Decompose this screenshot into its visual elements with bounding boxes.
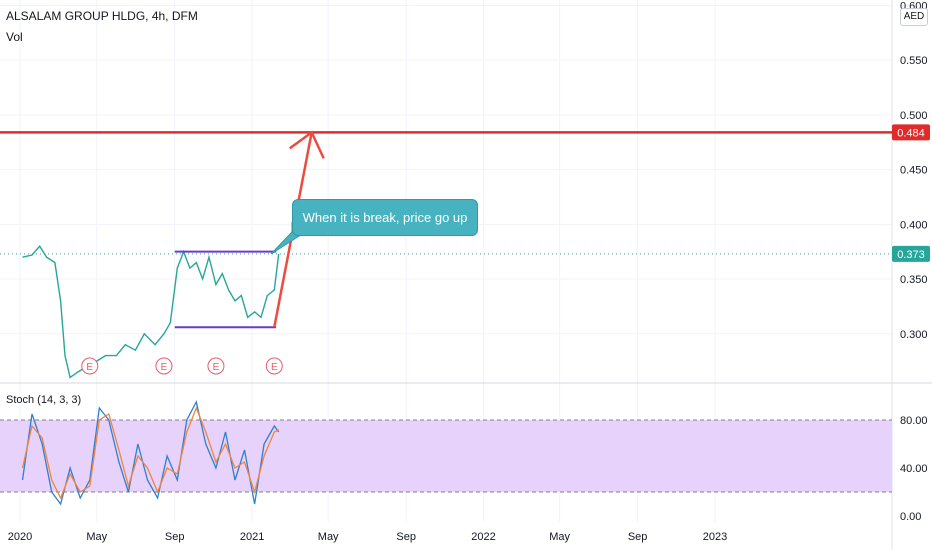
- earnings-marker: [81, 357, 99, 375]
- stochastic-pane: [0, 400, 892, 506]
- last-price-badge: [892, 245, 930, 262]
- earnings-marker-label: E: [271, 362, 278, 373]
- time-tick-label: May: [86, 531, 107, 543]
- price-line: [22, 245, 280, 379]
- time-tick-label: 2022: [471, 531, 495, 543]
- price-tick-label: 0.300: [900, 329, 928, 341]
- earnings-marker-label: E: [161, 362, 168, 373]
- earnings-marker: [265, 357, 283, 375]
- earnings-marker-label: E: [213, 362, 220, 373]
- annotation-callout[interactable]: When it is break, price go up: [292, 199, 478, 236]
- target-level-label: 0.484: [897, 127, 925, 139]
- time-tick-label: May: [318, 531, 339, 543]
- time-tick-label: 2020: [8, 531, 32, 543]
- stochastic-d-line: [21, 406, 280, 500]
- price-tick-label: 0.450: [900, 165, 928, 177]
- time-tick-label: Sep: [396, 531, 416, 543]
- stochastic-legend[interactable]: Stoch (14, 3, 3): [6, 394, 82, 406]
- currency-badge[interactable]: AED: [900, 8, 928, 26]
- price-tick-label: 0.500: [900, 110, 928, 122]
- stochastic-tick-label: 0.00: [900, 511, 921, 523]
- stochastic-band: [0, 420, 892, 492]
- breakout-arrow-head: [288, 130, 325, 159]
- price-tick-label: 0.550: [900, 55, 928, 67]
- last-price-label: 0.373: [897, 249, 925, 261]
- time-tick-label: 2021: [240, 531, 264, 543]
- time-tick-label: Sep: [628, 531, 648, 543]
- volume-legend[interactable]: Vol: [6, 30, 23, 44]
- time-tick-label: May: [549, 531, 570, 543]
- earnings-marker: [155, 357, 173, 375]
- stochastic-tick-label: 40.00: [900, 463, 928, 475]
- price-tick-label: 0.400: [900, 219, 928, 231]
- time-tick-label: 2023: [703, 531, 727, 543]
- target-level-badge: [892, 124, 930, 141]
- time-tick-label: Sep: [165, 531, 185, 543]
- earnings-marker: [207, 357, 225, 375]
- stochastic-tick-label: 80.00: [900, 415, 928, 427]
- earnings-marker-label: E: [86, 362, 93, 373]
- symbol-legend[interactable]: ALSALAM GROUP HLDG, 4h, DFM: [6, 9, 198, 23]
- price-tick-label: 0.350: [900, 274, 928, 286]
